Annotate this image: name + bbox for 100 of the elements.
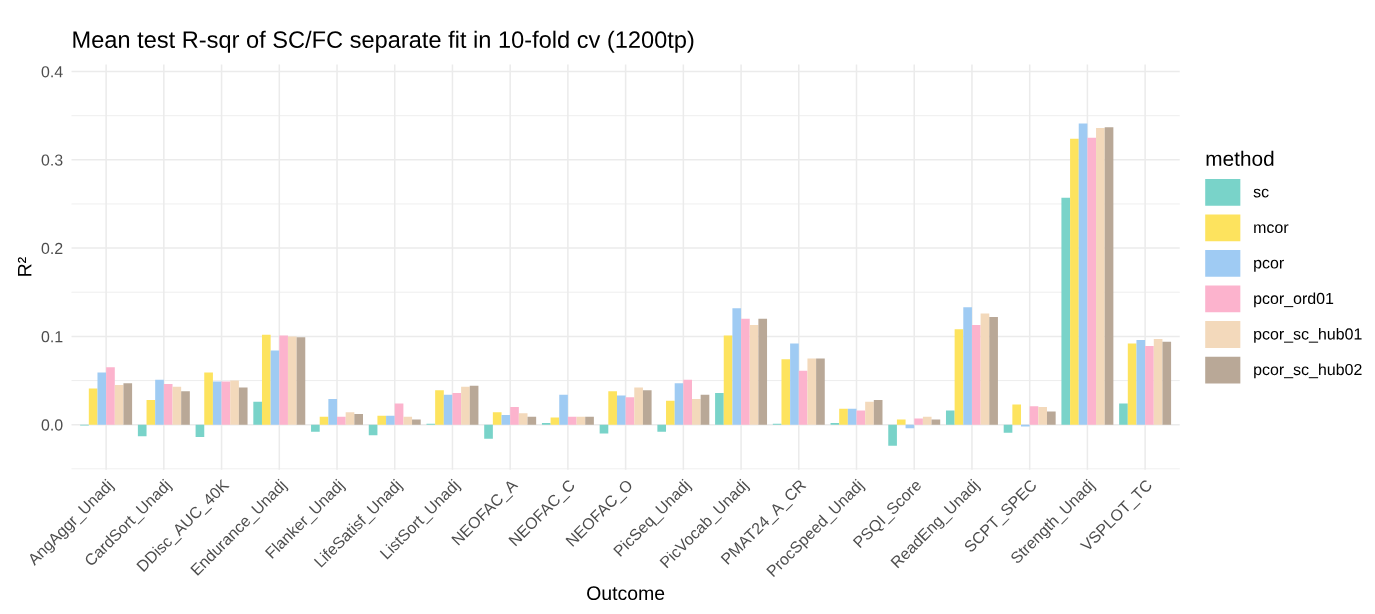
bar <box>954 329 964 425</box>
y-tick-label: 0.1 <box>41 331 63 343</box>
bar <box>715 392 724 425</box>
bar <box>527 416 537 425</box>
bar <box>585 416 594 425</box>
bar <box>922 416 932 425</box>
bar <box>238 387 248 425</box>
y-tick-label: 0.3 <box>41 154 63 166</box>
bar <box>790 343 799 425</box>
legend-title: method <box>1206 150 1274 167</box>
bar <box>1070 138 1079 425</box>
bar <box>700 394 710 425</box>
chart-title: Mean test R-sqr of SC/FC separate fit in 10-fold cv (1200tp) <box>73 30 694 53</box>
bar <box>137 424 147 437</box>
bar <box>931 419 941 425</box>
bar <box>501 414 511 425</box>
bar <box>1061 197 1071 425</box>
bar <box>989 316 998 425</box>
bar <box>270 350 280 425</box>
bar <box>510 407 519 425</box>
bar <box>625 397 635 425</box>
bar <box>749 324 759 425</box>
bar <box>311 424 320 432</box>
legend-label: pcor_sc_hub02 <box>1254 363 1362 379</box>
bar <box>296 337 306 425</box>
bar <box>88 388 98 425</box>
bar <box>608 391 617 425</box>
bar <box>114 384 124 425</box>
bar <box>212 381 222 425</box>
bar <box>435 390 444 425</box>
legend-label: pcor <box>1254 259 1284 272</box>
bar <box>230 380 239 425</box>
bar <box>1029 406 1039 425</box>
y-tick-label: 0.2 <box>41 242 63 255</box>
bar <box>873 399 883 425</box>
y-tick-label: 0.4 <box>41 66 63 78</box>
bar <box>781 359 791 425</box>
bar <box>758 318 768 425</box>
bar <box>807 358 817 425</box>
bar <box>1119 403 1128 425</box>
bar <box>741 318 750 425</box>
bar <box>492 412 502 425</box>
bar <box>204 372 213 425</box>
bar <box>221 381 231 425</box>
bar <box>1104 127 1114 425</box>
bar <box>839 408 848 425</box>
bar <box>1136 339 1146 425</box>
bar <box>1003 424 1013 433</box>
bar <box>469 385 479 425</box>
bar <box>461 386 470 425</box>
bar <box>328 399 338 425</box>
bar <box>657 424 667 432</box>
bar <box>1127 343 1137 425</box>
bar <box>888 424 897 446</box>
bar <box>181 391 190 425</box>
bar <box>172 386 182 425</box>
bar <box>337 416 346 425</box>
bar <box>559 394 568 425</box>
x-axis-title: Outcome <box>587 586 665 601</box>
bar <box>914 418 923 425</box>
bar <box>412 419 421 425</box>
bar <box>452 392 462 425</box>
bar <box>518 413 528 425</box>
bar <box>599 424 609 434</box>
bar <box>732 308 742 425</box>
legend-label: mcor <box>1254 224 1289 234</box>
bar <box>865 401 874 425</box>
bar <box>319 416 329 425</box>
bar <box>683 379 692 425</box>
bar <box>1078 123 1088 425</box>
bar <box>856 410 866 425</box>
bar <box>1038 407 1047 425</box>
bar <box>123 383 133 425</box>
bar <box>816 358 825 425</box>
bar <box>576 416 586 425</box>
bar <box>616 395 626 425</box>
bar <box>567 416 577 425</box>
bar <box>666 400 675 425</box>
bar <box>1145 346 1154 425</box>
bar <box>1087 137 1097 425</box>
bar <box>847 408 857 425</box>
y-tick-label: 0.0 <box>41 419 63 431</box>
bar <box>1162 341 1172 425</box>
bar <box>261 334 271 425</box>
bar <box>97 372 107 425</box>
legend-label: sc <box>1253 188 1269 198</box>
legend-label: pcor_ord01 <box>1254 292 1334 308</box>
bar <box>1012 404 1022 425</box>
bar <box>1096 128 1105 425</box>
bar <box>963 307 972 425</box>
bar <box>692 399 701 425</box>
y-axis-title: R² <box>17 257 32 276</box>
bar <box>896 419 906 425</box>
bar <box>484 424 493 439</box>
bar <box>634 387 643 425</box>
bar <box>195 424 205 438</box>
bar <box>1046 411 1056 425</box>
bar <box>163 384 173 425</box>
bar <box>945 410 955 425</box>
bar <box>253 401 262 425</box>
